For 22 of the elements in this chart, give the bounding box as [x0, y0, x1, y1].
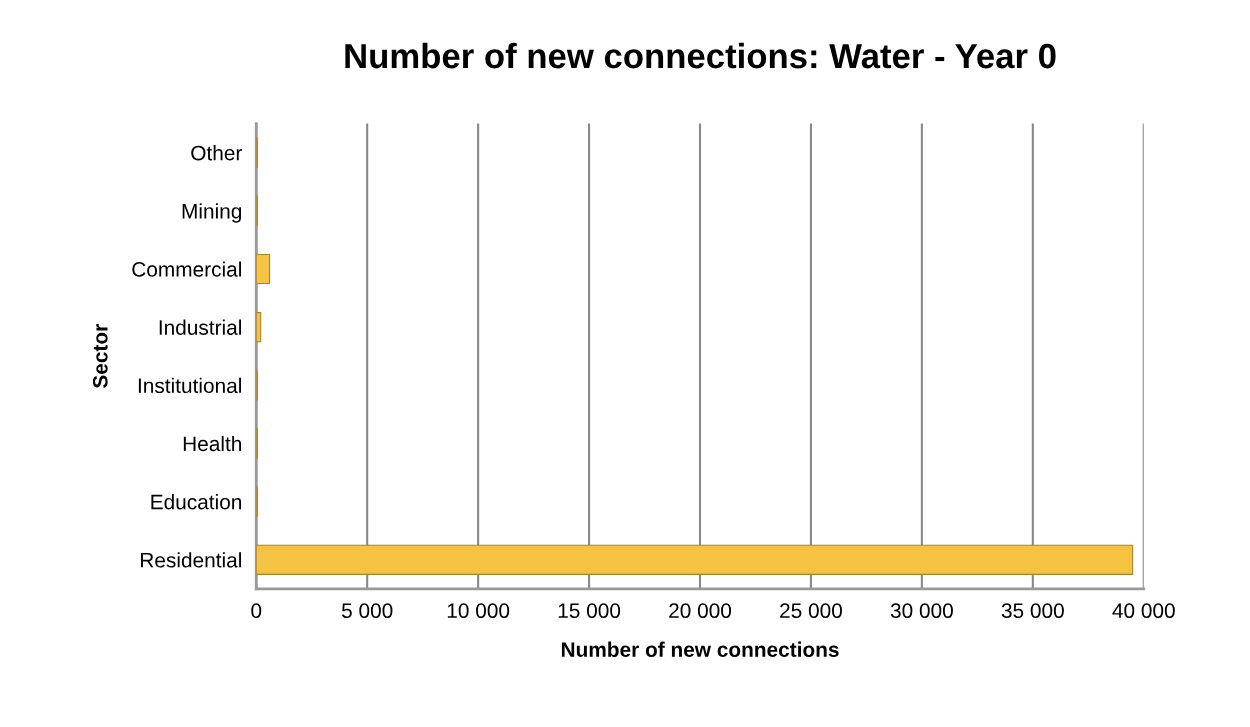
x-tick-label: 30 000: [890, 603, 953, 619]
x-tick-label: 10 000: [447, 603, 510, 619]
x-tick-label: 15 000: [558, 603, 621, 619]
y-tick-label: Other: [191, 145, 243, 161]
y-tick-label: Mining: [182, 203, 242, 223]
x-tick-label: 20 000: [669, 603, 732, 619]
y-tick-label: Institutional: [138, 377, 241, 394]
x-tick-label: 5 000: [341, 603, 393, 619]
x-tick-label: 25 000: [780, 603, 842, 619]
chart-title: Number of new connections: Water - Year 0: [345, 42, 1056, 69]
y-tick-label: Commercial: [132, 261, 241, 277]
y-tick-label: Health: [183, 435, 242, 452]
x-tick-label: 35 000: [1001, 603, 1064, 619]
x-axis-title: Number of new connections: [561, 641, 839, 657]
y-tick-label: Industrial: [159, 319, 241, 335]
y-tick-label: Education: [151, 494, 242, 510]
bar: [256, 253, 271, 285]
x-tick-label: 0: [251, 603, 262, 619]
bar: [256, 544, 1134, 575]
x-tick-label: 40 000: [1112, 603, 1175, 619]
y-axis-title: Sector: [92, 324, 108, 389]
y-tick-label: Residential: [141, 552, 241, 568]
